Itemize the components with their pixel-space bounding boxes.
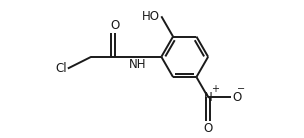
- Text: Cl: Cl: [55, 62, 67, 75]
- Text: N: N: [204, 91, 212, 104]
- Text: HO: HO: [142, 10, 160, 23]
- Text: −: −: [237, 84, 245, 94]
- Text: O: O: [233, 91, 242, 104]
- Text: O: O: [110, 19, 119, 32]
- Text: O: O: [203, 122, 213, 135]
- Text: NH: NH: [129, 58, 147, 71]
- Text: +: +: [211, 84, 219, 94]
